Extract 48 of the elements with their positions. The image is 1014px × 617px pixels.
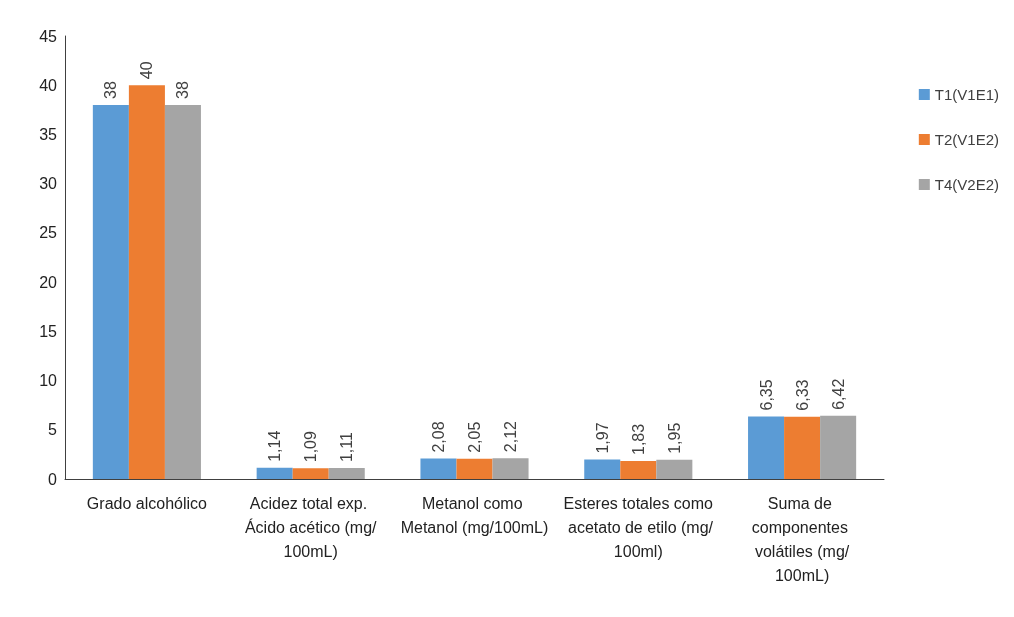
data-label: 1,11: [338, 432, 356, 463]
legend-label: T2(V1E2): [934, 131, 1000, 148]
y-tick-label: 35: [39, 125, 58, 143]
legend-label: T4(V2E2): [934, 176, 1000, 193]
bar: [620, 460, 657, 479]
y-tick-label: 40: [39, 76, 58, 94]
data-label: 6,33: [793, 379, 811, 411]
x-tick-label: Metanol como Metanol (mg/100mL): [400, 494, 549, 536]
x-tick-label: Esteres totales como acetato de etilo (mg/100ml): [563, 494, 714, 560]
bar: [748, 416, 785, 479]
bar: [656, 459, 693, 479]
bar: [820, 415, 857, 479]
y-tick-label: 20: [39, 273, 58, 291]
y-tick-label: 5: [48, 421, 58, 439]
data-label: 40: [138, 61, 156, 80]
y-tick-label: 30: [39, 175, 58, 193]
data-label: 1,83: [629, 423, 647, 455]
bar: [784, 416, 821, 479]
y-tick-label: 45: [39, 27, 58, 45]
bar: [492, 458, 529, 479]
data-label: 1,95: [665, 422, 683, 454]
bar: [456, 458, 493, 479]
bar: [92, 104, 129, 479]
y-tick-label: 0: [48, 470, 58, 488]
legend-label: T1(V1E1): [934, 86, 1000, 103]
bar: [420, 458, 457, 479]
data-label: 38: [174, 81, 192, 99]
data-label: 38: [102, 81, 120, 99]
bar: [164, 104, 201, 479]
data-label: 6,35: [757, 379, 775, 411]
bar: [584, 459, 621, 479]
data-label: 1,14: [266, 430, 284, 462]
data-label: 6,42: [829, 378, 847, 410]
y-tick-label: 15: [39, 322, 58, 340]
x-tick-label: Acidez total exp. Ácido acético (mg/100mL): [244, 494, 378, 560]
data-label: 2,05: [466, 421, 483, 453]
bar: [128, 85, 165, 479]
data-label: 2,08: [429, 421, 447, 453]
y-tick-label: 25: [39, 224, 58, 242]
data-label: 2,12: [502, 420, 520, 453]
x-tick-label: Suma de componentes volátiles (mg/100mL): [751, 494, 853, 584]
data-label: 1,97: [593, 422, 611, 454]
bar: [292, 468, 329, 479]
bar: [328, 468, 365, 479]
y-tick-label: 10: [39, 372, 58, 390]
data-label: 1,09: [302, 431, 320, 463]
x-tick-label: Grado alcohólico: [86, 494, 208, 512]
bar: [256, 467, 293, 479]
